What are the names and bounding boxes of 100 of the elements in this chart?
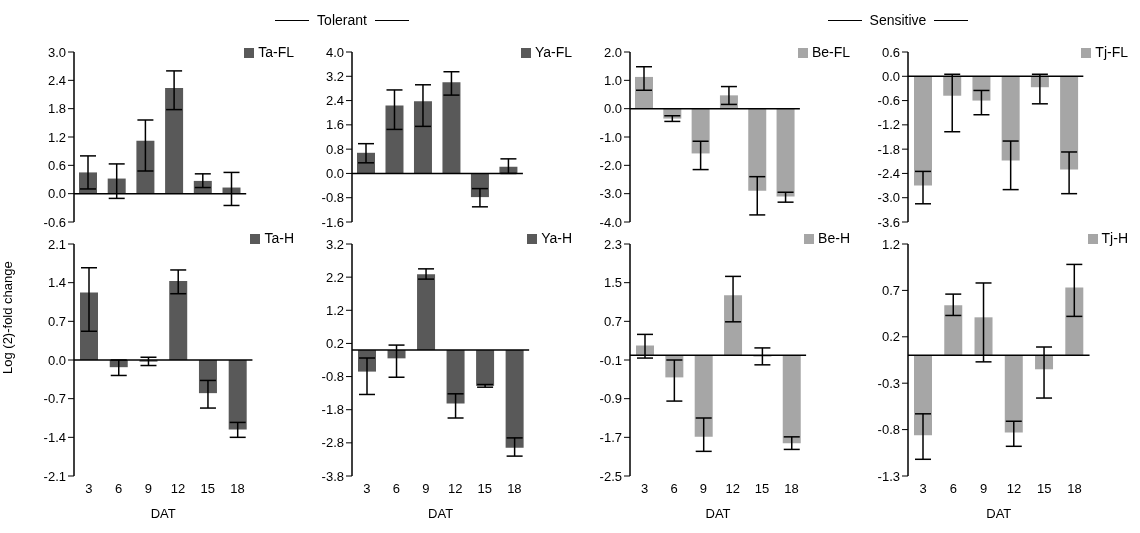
y-tick-label: 0.8 [325,141,344,157]
y-axis-title: Log (2)-fold change [0,261,15,374]
x-tick-label: 6 [670,481,678,497]
bar [748,108,767,191]
x-tick-label: 9 [980,481,988,497]
y-tick-label: -0.8 [321,369,344,385]
y-tick-label: 0.0 [603,101,622,117]
y-tick-label: 0.6 [881,44,900,60]
y-tick-label: -2.5 [599,468,622,484]
y-tick-label: -0.9 [599,391,622,407]
y-tick-label: 0.7 [881,283,900,299]
bar [691,108,710,154]
y-tick-label: 1.5 [603,275,622,291]
text: Tolerant [317,12,367,28]
x-tick-label: 3 [363,481,371,497]
y-tick-label: 2.4 [325,93,344,109]
y-tick-label: 2.4 [47,72,66,88]
y-tick-label: -0.6 [877,93,900,109]
y-tick-label: 3.2 [325,68,344,84]
y-tick-label: -1.7 [599,429,622,445]
x-tick-label: 9 [144,481,152,497]
bar [136,140,155,194]
x-tick-label: 12 [448,481,463,497]
legend-label: Tj-H [1101,230,1128,246]
y-tick-label: -3.6 [877,214,900,230]
y-tick-label: -0.6 [43,214,66,230]
x-tick-label: 12 [725,481,740,497]
x-axis-title: DAT [150,506,176,521]
x-tick-label: 12 [1006,481,1022,497]
x-tick-label: 6 [392,481,400,497]
y-tick-label: 4.0 [325,44,344,60]
x-axis-title: DAT [705,506,731,521]
y-tick-label: -2.1 [43,468,66,484]
y-tick-label: 0.0 [47,352,66,368]
x-tick-label: 15 [477,481,493,497]
y-tick-label: 0.7 [603,313,622,329]
y-tick-label: 1.4 [47,275,66,291]
x-tick-label: 18 [784,481,799,497]
x-tick-label: 18 [230,481,245,497]
y-tick-label: 2.2 [325,269,344,285]
x-tick-label: 9 [699,481,707,497]
y-tick-label: 2.0 [603,44,622,60]
bar [228,360,247,430]
y-tick-label: 2.1 [47,236,66,252]
y-tick-label: -0.8 [321,190,344,206]
bar [776,108,795,197]
y-tick-label: -3.0 [877,190,900,206]
bar [413,101,432,174]
y-tick-label: -1.3 [877,468,900,484]
bar [169,281,188,360]
y-tick-label: -1.2 [877,117,900,133]
y-tick-label: 3.2 [325,236,344,252]
y-tick-label: 1.0 [603,72,622,88]
y-tick-label: -1.8 [321,402,344,418]
y-tick-label: -4.0 [599,214,622,230]
legend-label: Be-H [818,230,850,246]
x-axis-title: DAT [986,506,1012,521]
x-tick-label: 18 [507,481,522,497]
y-tick-label: -2.0 [599,157,622,173]
x-tick-label: 15 [754,481,770,497]
bar [1065,287,1084,356]
legend-label: Be-FL [811,44,850,60]
bar [944,305,963,356]
legend-label: Tj-FL [1095,44,1128,60]
bar [198,360,217,394]
y-tick-label: 0.2 [325,336,344,352]
x-tick-label: 6 [114,481,123,497]
x-tick-label: 15 [200,481,216,497]
y-tick-label: -1.8 [877,141,900,157]
legend-label: Ya-FL [534,44,572,60]
x-axis-title: DAT [428,506,454,521]
x-tick-label: 3 [919,481,927,497]
bar [165,87,184,194]
x-tick-label: 18 [1067,481,1082,497]
y-tick-label: 1.8 [47,101,66,117]
bar [1004,355,1023,433]
bar [80,292,98,360]
y-tick-label: 1.2 [325,302,344,318]
bar [385,105,404,174]
y-tick-label: -0.1 [599,352,622,368]
y-tick-label: 0.0 [881,68,900,84]
y-tick-label: -1.0 [599,129,622,145]
x-tick-label: 15 [1036,481,1052,497]
y-tick-label: 0.0 [325,166,344,182]
x-tick-label: 12 [170,481,186,497]
y-tick-label: 1.2 [881,236,900,252]
y-tick-label: -0.3 [877,375,900,391]
legend-label: Ta-H [264,230,294,246]
legend-label: Ya-H [541,230,572,246]
y-tick-label: -1.6 [321,214,344,230]
x-tick-label: 9 [422,481,430,497]
y-tick-label: -0.8 [877,422,900,438]
bar [470,173,489,198]
y-tick-label: 0.6 [47,157,66,173]
x-tick-label: 6 [949,481,958,497]
y-tick-label: -3.8 [321,468,344,484]
y-tick-label: -2.8 [321,435,344,451]
bar [974,317,993,356]
text: Sensitive [869,12,927,28]
y-tick-label: 0.2 [881,329,900,345]
